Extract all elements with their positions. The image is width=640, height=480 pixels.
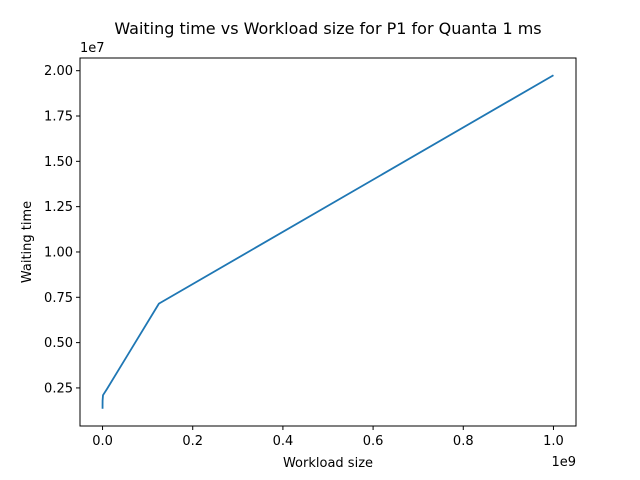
y-offset-text: 1e7 [80, 41, 105, 56]
y-tick-label: 1.25 [44, 200, 73, 215]
x-tick-label: 0.0 [92, 434, 113, 449]
y-tick-label: 0.50 [44, 336, 73, 351]
plot-frame [79, 57, 577, 427]
y-tick-label: 2.00 [44, 64, 73, 79]
chart-title: Waiting time vs Workload size for P1 for… [114, 19, 541, 38]
y-tick-label: 1.00 [44, 245, 73, 260]
y-tick-label: 1.50 [44, 155, 73, 170]
y-tick-label: 0.25 [44, 381, 73, 396]
x-tick-label: 0.2 [182, 434, 203, 449]
y-axis-label: Waiting time [20, 201, 35, 283]
x-tick-label: 0.8 [453, 434, 474, 449]
x-tick-label: 1.0 [543, 434, 564, 449]
x-offset-text: 1e9 [551, 455, 576, 470]
x-axis-label: Workload size [283, 456, 373, 471]
x-tick-label: 0.4 [273, 434, 294, 449]
y-tick-label: 0.75 [44, 291, 73, 306]
y-tick-label: 1.75 [44, 110, 73, 125]
series-line [101, 74, 554, 409]
x-tick-label: 0.6 [363, 434, 384, 449]
